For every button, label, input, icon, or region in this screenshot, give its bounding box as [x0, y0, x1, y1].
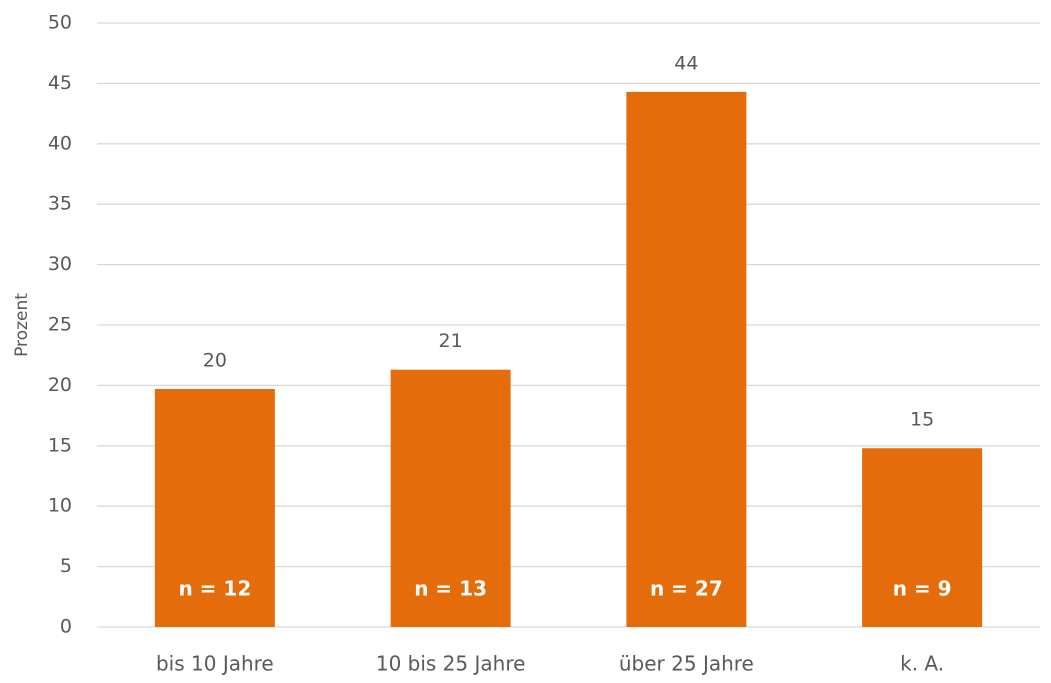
- n-label: n = 9: [893, 577, 952, 601]
- y-tick-label: 50: [48, 12, 72, 34]
- y-tick-label: 15: [48, 434, 72, 456]
- bar: [154, 389, 275, 627]
- data-label: 21: [439, 330, 463, 352]
- y-tick-label: 20: [48, 374, 72, 396]
- y-tick-label: 25: [48, 314, 72, 336]
- y-tick-label: 45: [48, 72, 72, 94]
- y-axis-label: Prozent: [12, 293, 32, 357]
- bar: [862, 448, 983, 627]
- n-label: n = 12: [178, 577, 251, 601]
- x-tick-label: über 25 Jahre: [619, 652, 754, 676]
- n-label: n = 27: [650, 577, 723, 601]
- x-tick-label: k. A.: [900, 652, 944, 676]
- x-tick-label: 10 bis 25 Jahre: [376, 652, 526, 676]
- y-tick-label: 10: [48, 495, 72, 517]
- y-tick-label: 35: [48, 193, 72, 215]
- y-tick-label: 30: [48, 253, 72, 275]
- y-tick-label: 40: [48, 132, 72, 154]
- bar: [626, 91, 747, 627]
- x-tick-label: bis 10 Jahre: [156, 652, 274, 676]
- bar: [390, 369, 511, 627]
- n-label: n = 13: [414, 577, 487, 601]
- y-tick-label: 5: [60, 555, 72, 577]
- data-label: 20: [203, 350, 227, 372]
- data-label: 44: [674, 52, 698, 74]
- data-label: 15: [910, 409, 934, 431]
- y-tick-label: 0: [60, 616, 72, 638]
